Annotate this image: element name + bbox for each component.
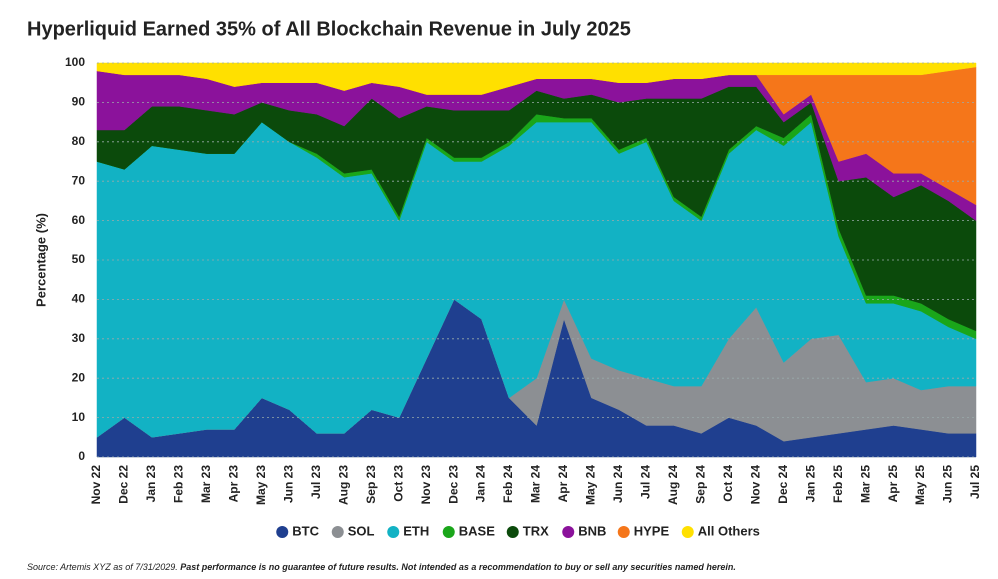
x-tick-label: Aug 23 <box>336 465 350 505</box>
legend-label: TRX <box>523 523 549 538</box>
areas <box>96 62 977 458</box>
x-tick-label: Jun 23 <box>281 465 295 503</box>
x-tick-label: May 23 <box>254 465 268 505</box>
x-tick-label: Apr 24 <box>556 465 570 503</box>
x-tick-label: May 24 <box>584 465 598 505</box>
y-tick-label: 30 <box>72 331 86 345</box>
legend-marker <box>387 526 400 538</box>
source: Source: Artemis XYZ as of 7/31/2029. Pas… <box>27 562 736 572</box>
legend-label: ETH <box>403 523 429 538</box>
disclaimer: Past performance is no guarantee of futu… <box>180 562 736 572</box>
x-tick-label: Dec 23 <box>446 465 460 504</box>
x-tick-label: Dec 24 <box>776 465 790 504</box>
y-tick-label: 90 <box>72 95 86 109</box>
legend-label: SOL <box>348 523 375 538</box>
y-tick-label: 10 <box>72 410 86 424</box>
x-tick-label: Mar 23 <box>199 465 213 503</box>
x-tick-label: Feb 25 <box>831 465 845 503</box>
x-tick-label: Aug 24 <box>666 465 680 505</box>
legend-marker <box>562 526 575 538</box>
legend: BTC SOL ETH BASE TRX BNB HYPE All Others <box>276 523 760 538</box>
x-tick-label: Nov 22 <box>89 465 103 505</box>
y-tick-label: 50 <box>72 252 86 266</box>
x-tick-label: Jul 25 <box>968 465 982 499</box>
x-tick-label: Nov 24 <box>748 465 762 505</box>
x-tick-label: Jul 24 <box>639 465 653 499</box>
x-tick-label: Mar 24 <box>529 465 543 503</box>
legend-label: HYPE <box>634 523 670 538</box>
y-tick-label: 60 <box>72 213 86 227</box>
y-tick-label: 40 <box>72 292 86 306</box>
source-label: Source: Artemis XYZ as of 7/31/2029. <box>27 562 178 572</box>
x-tick-label: Jan 24 <box>474 465 488 503</box>
x-tick-label: Jun 25 <box>941 465 955 503</box>
y-tick-label: 70 <box>72 173 86 187</box>
y-tick-label: 20 <box>72 370 86 384</box>
x-tick-label: Sep 24 <box>693 465 707 504</box>
x-tick-label: Jan 23 <box>144 465 158 503</box>
x-tick-label: Feb 24 <box>501 465 515 503</box>
legend-label: BASE <box>459 523 495 538</box>
x-tick-label: Apr 25 <box>886 465 900 503</box>
legend-label: All Others <box>698 523 760 538</box>
x-tick-label: Dec 22 <box>117 465 131 504</box>
legend-marker <box>681 526 694 538</box>
y-tick-label: 100 <box>65 55 85 69</box>
x-tick-label: Apr 23 <box>227 465 241 503</box>
chart-title: Hyperliquid Earned 35% of All Blockchain… <box>27 18 631 40</box>
legend-label: BTC <box>292 523 319 538</box>
x-tick-label: Jan 25 <box>803 465 817 503</box>
x-tick-label: Jun 24 <box>611 465 625 503</box>
x-tick-label: Mar 25 <box>858 465 872 503</box>
area <box>96 62 977 95</box>
x-tick-label: Oct 23 <box>391 465 405 502</box>
x-tick-label: Oct 24 <box>721 465 735 502</box>
legend-label: BNB <box>578 523 606 538</box>
legend-marker <box>276 526 289 538</box>
x-tick-label: Feb 23 <box>172 465 186 503</box>
y-axis-label: Percentage (%) <box>33 213 48 307</box>
legend-marker <box>442 526 455 538</box>
legend-marker <box>331 526 344 538</box>
y-tick-label: 0 <box>78 449 85 463</box>
x-tick-label: May 25 <box>913 465 927 505</box>
x-tick-label: Jul 23 <box>309 465 323 499</box>
x-tick-label: Nov 23 <box>419 465 433 505</box>
x-tick-label: Sep 23 <box>364 465 378 504</box>
legend-marker <box>506 526 519 538</box>
legend-marker <box>617 526 630 538</box>
y-tick-label: 80 <box>72 134 86 148</box>
